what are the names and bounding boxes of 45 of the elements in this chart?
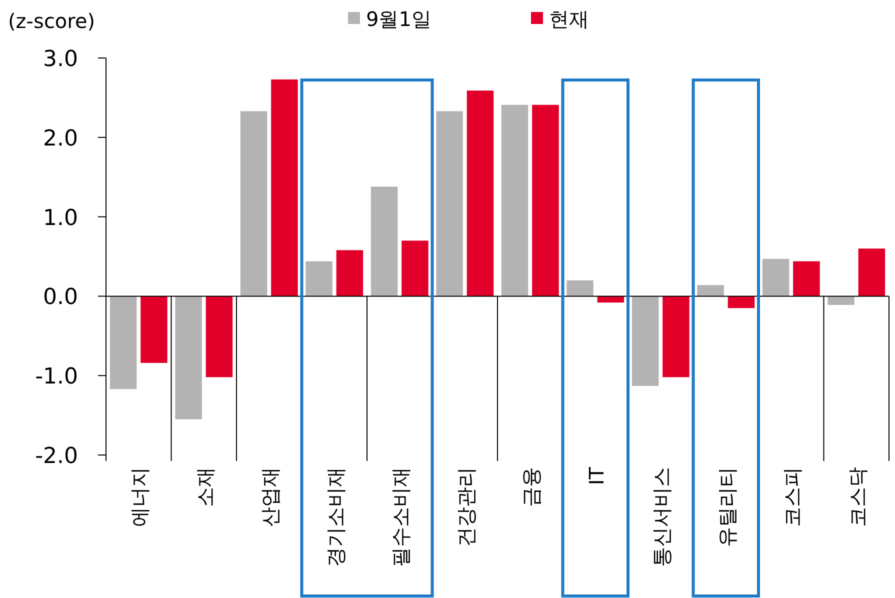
bar <box>336 250 364 296</box>
y-tick-label: 0.0 <box>43 285 78 310</box>
x-tick-label: IT <box>584 466 608 486</box>
y-tick-label: 2.0 <box>43 126 78 152</box>
bar <box>532 104 559 296</box>
bar <box>175 296 202 420</box>
x-tick-label: 산업재 <box>258 467 282 527</box>
x-tick-label: 통신서비스 <box>650 467 674 567</box>
bar <box>402 240 428 296</box>
x-tick-label: 코스피 <box>780 467 804 527</box>
x-tick-label: 금융 <box>519 467 544 507</box>
bar <box>597 296 624 303</box>
bar <box>206 296 233 378</box>
x-tick-label: 유틸리티 <box>714 467 739 547</box>
bar <box>858 248 886 296</box>
y-tick-label: -1.0 <box>35 364 78 390</box>
bar <box>697 285 724 296</box>
bar <box>566 280 594 296</box>
x-tick-label: 경기소비재 <box>323 467 348 567</box>
x-tick-label: 건강관리 <box>454 467 478 547</box>
y-tick-label: 1.0 <box>43 206 78 231</box>
y-axis-title: (z-score) <box>8 9 96 33</box>
x-tick-label: 코스닥 <box>845 467 870 527</box>
bar <box>501 104 528 296</box>
bar <box>762 258 790 296</box>
bar <box>436 111 463 296</box>
bar <box>632 296 659 386</box>
bar <box>793 261 820 296</box>
legend-label: 현재 <box>549 7 589 31</box>
x-tick-label: 필수소비재 <box>388 467 413 567</box>
y-tick-label: 3.0 <box>43 47 78 72</box>
bar <box>306 261 332 296</box>
y-tick-label: -2.0 <box>35 444 78 469</box>
bar <box>271 79 298 296</box>
bar <box>370 186 398 296</box>
bar <box>828 296 854 305</box>
x-tick-label: 소재 <box>192 467 217 507</box>
bar <box>728 296 755 308</box>
bar <box>240 111 268 296</box>
legend-label: 9월1일 <box>366 7 432 31</box>
bar <box>140 296 168 363</box>
x-tick-label: 에너지 <box>128 467 152 527</box>
bar <box>466 90 494 296</box>
bar <box>110 296 137 390</box>
bar <box>662 296 690 378</box>
